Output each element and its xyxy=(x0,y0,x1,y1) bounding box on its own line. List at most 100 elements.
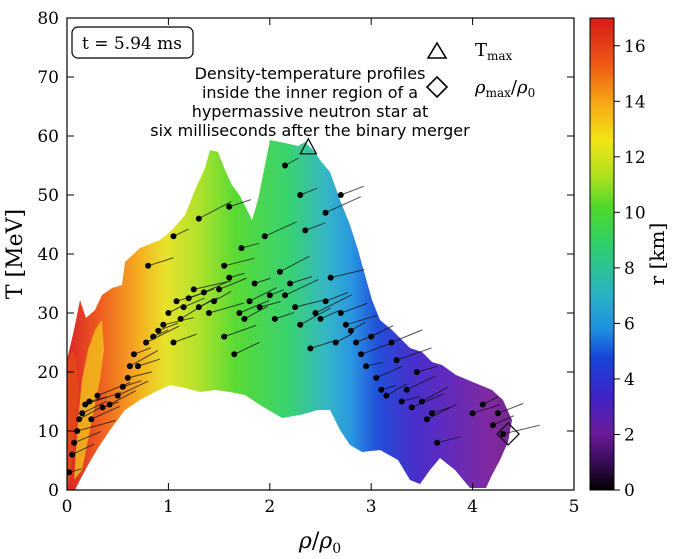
particle-trail xyxy=(335,333,353,343)
particle-point xyxy=(74,428,81,434)
particle-point xyxy=(79,410,86,417)
time-label: t = 5.94 ms xyxy=(82,34,182,54)
particle-point xyxy=(312,310,319,316)
particle-point xyxy=(297,321,304,328)
particle-trail xyxy=(386,383,407,397)
particle-trail xyxy=(345,315,377,326)
particle-trail xyxy=(299,307,332,326)
particle-point xyxy=(322,298,329,305)
particle-point xyxy=(94,392,101,399)
particle-trail xyxy=(145,325,180,343)
particle-trail xyxy=(109,390,137,405)
particle-trail xyxy=(315,294,352,314)
particle-trail xyxy=(193,280,232,290)
particle-point xyxy=(413,369,420,375)
particle-trail xyxy=(218,277,247,290)
y-tick-label: 10 xyxy=(37,422,59,442)
particle-point xyxy=(195,304,202,311)
annotation-line: Density-temperature profiles xyxy=(195,64,426,83)
particle-point xyxy=(332,339,339,346)
particle-trail xyxy=(77,420,116,432)
particle-point xyxy=(200,289,207,296)
particle-point xyxy=(145,262,152,269)
particle-point xyxy=(126,363,133,370)
particle-point xyxy=(170,339,177,346)
particle-point xyxy=(134,363,141,370)
particle-point xyxy=(337,192,344,198)
particle-trail xyxy=(81,400,107,414)
particle-point xyxy=(388,339,395,346)
particle-trail xyxy=(224,257,255,267)
particle-trail xyxy=(239,300,270,314)
particle-trail xyxy=(320,310,339,320)
x-axis-ticks: 0 1 2 3 4 5 xyxy=(62,18,579,517)
colorbar-label: r [km] xyxy=(645,223,669,286)
y-tick-label: 80 xyxy=(37,9,59,29)
particle-point xyxy=(276,268,283,275)
particle-trail xyxy=(391,329,423,343)
colorbar-tick-label: 14 xyxy=(624,92,646,112)
particle-point xyxy=(150,333,157,340)
colorbar-tick-label: 8 xyxy=(624,259,635,279)
colorbar-tick-label: 10 xyxy=(624,203,646,223)
particle-trail xyxy=(492,415,515,426)
particle-point xyxy=(114,392,121,399)
particle-point xyxy=(238,245,245,252)
particle-trail xyxy=(325,196,361,214)
particle-point xyxy=(347,327,354,334)
particle-trail xyxy=(325,291,349,302)
x-tick-label: 4 xyxy=(467,497,478,517)
particle-point xyxy=(408,404,415,411)
particle-trail xyxy=(305,222,326,231)
particle-point xyxy=(418,398,425,405)
y-tick-label: 0 xyxy=(48,481,59,501)
particle-point xyxy=(106,401,113,408)
particle-trail xyxy=(406,375,436,391)
particle-trail xyxy=(129,350,159,367)
particle-trail xyxy=(122,380,142,388)
particle-trail xyxy=(78,407,100,420)
particle-point xyxy=(358,351,365,358)
colorbar-ticks: 0 2 4 6 8 10 12 14 16 xyxy=(614,37,646,501)
particle-trail xyxy=(224,324,257,338)
particle-point xyxy=(236,310,243,316)
colorbar-tick-label: 6 xyxy=(624,314,635,334)
annotation-line: inside the inner region of a xyxy=(202,83,418,102)
particle-point xyxy=(282,292,289,299)
particle-trail xyxy=(203,281,228,293)
annotation-text: Density-temperature profiles inside the i… xyxy=(150,64,470,140)
particle-point xyxy=(287,280,294,287)
particle-point xyxy=(337,310,344,316)
particle-point xyxy=(469,410,476,417)
y-tick-label: 40 xyxy=(37,245,59,265)
colorbar-tick-label: 12 xyxy=(624,148,646,168)
particle-trail xyxy=(310,340,336,349)
particle-point xyxy=(76,416,83,423)
particle-trail xyxy=(279,255,310,273)
particle-point xyxy=(185,295,192,302)
particle-trail xyxy=(97,381,131,397)
particle-point xyxy=(266,292,273,299)
particle-point xyxy=(479,401,486,408)
particle-point xyxy=(119,383,126,390)
y-tick-label: 60 xyxy=(37,127,59,147)
particle-point xyxy=(221,262,228,269)
particle-point xyxy=(251,280,258,287)
particle-point xyxy=(378,386,385,393)
x-tick-label: 2 xyxy=(264,497,275,517)
particle-point xyxy=(205,310,212,316)
particle-trail xyxy=(244,305,268,320)
particle-trail xyxy=(411,393,445,408)
particle-point xyxy=(170,233,177,240)
particle-trail xyxy=(295,299,323,308)
colorbar-tick-label: 0 xyxy=(624,481,635,501)
particle-point xyxy=(88,416,95,423)
legend-label-tmax: Tmax xyxy=(475,40,513,63)
particle-point xyxy=(282,162,289,169)
y-axis-label: T [MeV] xyxy=(3,209,28,299)
particle-trail xyxy=(208,302,244,314)
particle-point xyxy=(363,363,370,370)
particle-point xyxy=(423,416,430,423)
particle-point xyxy=(383,392,390,399)
particle-trail xyxy=(396,347,432,361)
